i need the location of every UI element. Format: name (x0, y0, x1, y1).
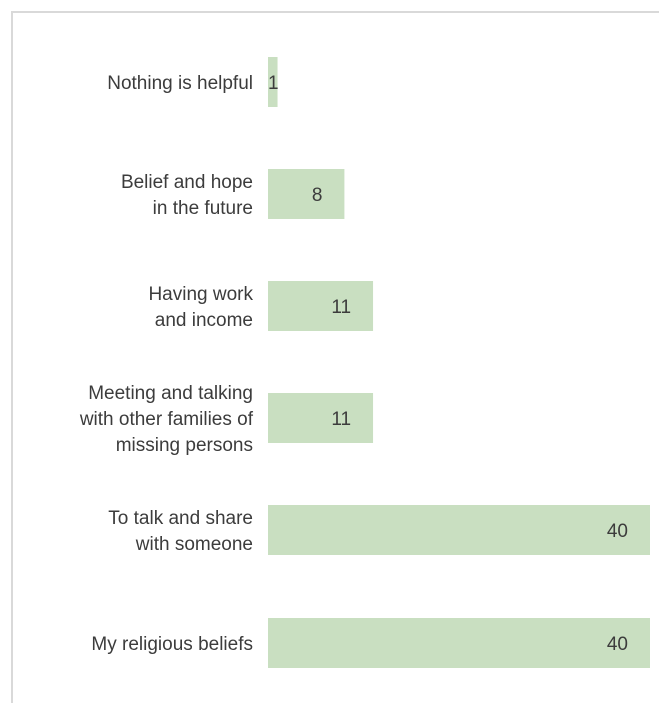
category-label-line: missing persons (116, 435, 253, 456)
category-label-line: Nothing is helpful (107, 73, 253, 94)
category-label-line: To talk and share (108, 508, 253, 529)
category-label-1: Belief and hope in the future (121, 172, 253, 219)
chart-frame-left-border (11, 11, 13, 703)
category-label-line: Meeting and talking (88, 383, 253, 404)
category-label-line: in the future (153, 198, 253, 219)
value-label-3: 11 (331, 409, 351, 430)
category-label-line: with someone (135, 534, 253, 555)
category-label-line: with other families of (79, 409, 254, 430)
value-label-1: 8 (312, 185, 323, 206)
category-label-line: My religious beliefs (91, 634, 253, 655)
category-label-line: Belief and hope (121, 172, 253, 193)
bar-3 (268, 393, 374, 443)
value-label-5: 40 (607, 634, 628, 655)
bar-1 (268, 169, 345, 219)
value-label-4: 40 (607, 521, 628, 542)
category-label-line: and income (155, 310, 253, 331)
bar-0 (268, 57, 278, 107)
bar-5 (268, 618, 650, 668)
category-label-5: My religious beliefs (91, 634, 253, 655)
bar-4 (268, 505, 650, 555)
category-label-0: Nothing is helpful (107, 73, 253, 94)
value-label-0: 1 (268, 73, 279, 94)
value-label-2: 11 (331, 297, 351, 318)
category-label-line: Having work (148, 284, 253, 305)
bar-2 (268, 281, 374, 331)
category-label-4: To talk and share with someone (108, 508, 253, 555)
chart-frame-top-border (11, 11, 659, 13)
category-label-2: Having work and income (148, 284, 253, 331)
category-label-3: Meeting and talking with other families o… (79, 383, 254, 456)
